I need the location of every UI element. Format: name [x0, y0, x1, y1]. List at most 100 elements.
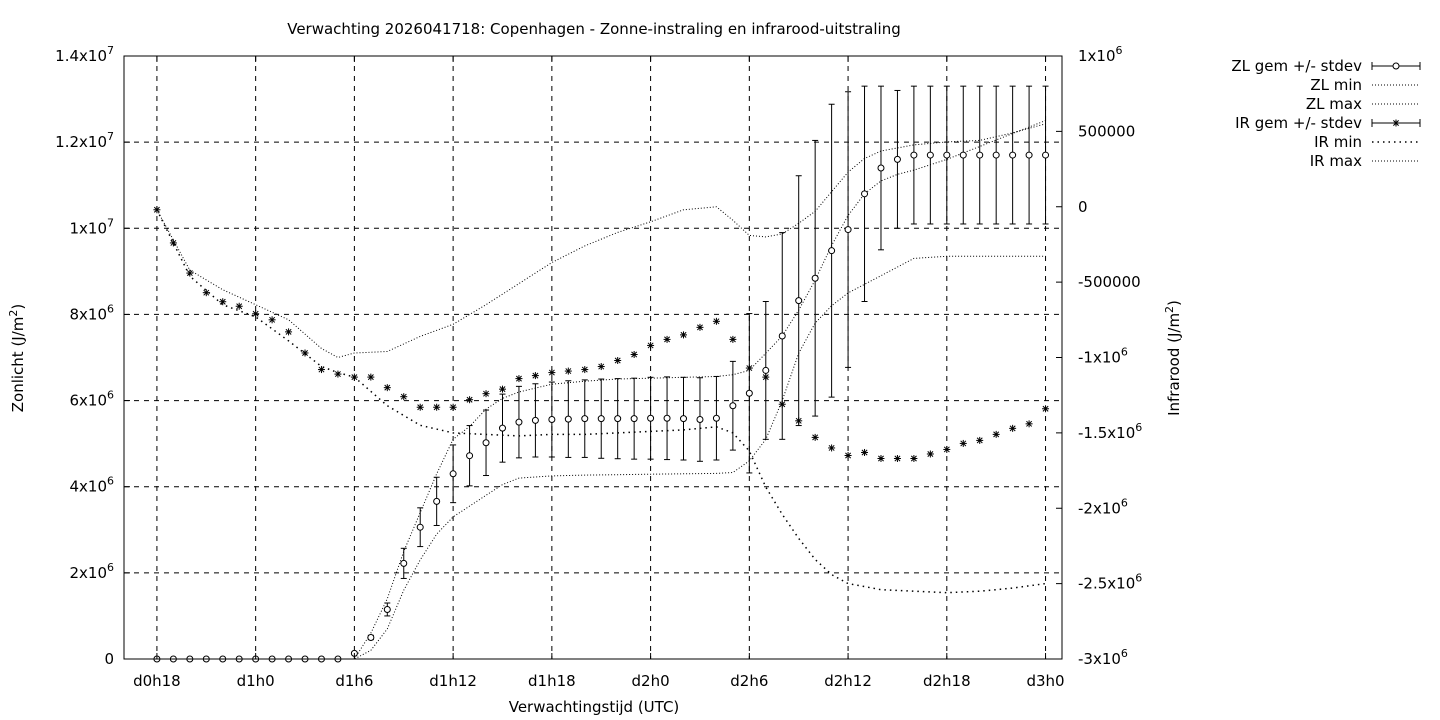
data-point-circle: [976, 151, 984, 159]
data-point-circle: [959, 151, 967, 159]
data-point-star: [729, 335, 737, 343]
data-point-circle: [811, 274, 819, 282]
x-tick-label: d1h12: [429, 672, 477, 690]
x-tick-label: d2h18: [923, 672, 971, 690]
data-point-circle: [647, 414, 655, 422]
data-point-star: [433, 403, 441, 411]
data-point-circle: [367, 633, 375, 641]
data-point-star: [466, 396, 474, 404]
data-point-circle: [498, 424, 506, 432]
data-point-star: [844, 451, 852, 459]
data-point-star: [861, 448, 869, 456]
data-point-star: [910, 455, 918, 463]
x-tick-label: d2h12: [824, 672, 872, 690]
y-axis-label: Zonlicht (J/m2): [7, 304, 27, 413]
data-point-star: [893, 455, 901, 463]
data-point-circle: [1042, 151, 1050, 159]
data-point-star: [696, 323, 704, 331]
data-point-circle: [680, 415, 688, 423]
data-point-star: [1025, 420, 1033, 428]
data-point-circle: [581, 415, 589, 423]
data-point-star: [680, 331, 688, 339]
data-point-circle: [762, 366, 770, 374]
y2-tick-label: -2.5x106: [1078, 572, 1142, 593]
y-tick-label: 1x107: [69, 216, 114, 237]
y2-axis: 1x106 500000 0 -500000 -1x106 -1.5x106 -2x106 -…: [1056, 44, 1142, 668]
series-ir-mean: [153, 206, 1050, 463]
data-point-circle: [515, 418, 523, 426]
y-tick-label: 0: [104, 650, 114, 668]
data-point-circle: [696, 416, 704, 424]
data-point-circle: [861, 190, 869, 198]
x-tick-label: d3h0: [1026, 672, 1064, 690]
data-point-star: [1042, 405, 1050, 413]
x-tick-label: d2h6: [730, 672, 768, 690]
data-point-circle: [449, 470, 457, 478]
data-point-star: [400, 393, 408, 401]
data-point-star: [317, 366, 325, 374]
data-point-circle: [926, 151, 934, 159]
x-tick-label: d1h18: [528, 672, 576, 690]
data-point-star: [301, 349, 309, 357]
legend-label: IR min: [1314, 133, 1362, 151]
series-zl-mean: [153, 85, 1050, 663]
series-line: [156, 255, 1046, 660]
data-point-circle: [433, 497, 441, 505]
data-point-star: [350, 373, 358, 381]
data-point-circle: [778, 332, 786, 340]
data-point-star: [531, 372, 539, 380]
data-point-circle: [400, 559, 408, 567]
y-tick-label: 1.2x107: [55, 130, 114, 151]
data-point-star: [202, 289, 210, 297]
data-point-star: [235, 302, 243, 310]
data-point-circle: [910, 151, 918, 159]
data-point-star: [153, 206, 161, 214]
data-point-circle: [482, 439, 490, 447]
legend-label: IR gem +/- stdev: [1235, 114, 1362, 132]
data-point-star: [219, 298, 227, 306]
legend-label: ZL max: [1306, 95, 1362, 113]
data-point-circle: [416, 523, 424, 531]
legend-label: ZL gem +/- stdev: [1231, 57, 1362, 75]
data-point-circle: [893, 155, 901, 163]
x-tick-label: d0h18: [133, 672, 181, 690]
data-point-circle: [597, 415, 605, 423]
data-point-star: [992, 430, 1000, 438]
data-point-star: [548, 369, 556, 377]
data-point-circle: [663, 414, 671, 422]
data-point-star: [498, 385, 506, 393]
data-point-star: [976, 436, 984, 444]
y-tick-label: 1.4x107: [55, 44, 114, 65]
data-point-circle: [531, 416, 539, 424]
data-point-star: [334, 370, 342, 378]
data-point-star: [581, 366, 589, 374]
data-point-circle: [844, 226, 852, 234]
x-tick-label: d1h0: [237, 672, 275, 690]
data-point-circle: [745, 389, 753, 397]
data-point-circle: [877, 164, 885, 172]
series-ir-max: [156, 123, 1046, 359]
data-point-star: [630, 350, 638, 358]
data-point-star: [515, 375, 523, 383]
x-axis-label: Verwachtingstijd (UTC): [509, 698, 680, 716]
data-point-star: [186, 269, 194, 277]
x-tick-label: d2h0: [632, 672, 670, 690]
y-tick-label: 4x106: [69, 475, 114, 496]
data-point-star: [828, 444, 836, 452]
x-axis: d0h18 d1h0 d1h6 d1h12 d1h18 d2h0 d2h6 d2h12 d2h1…: [133, 56, 1065, 690]
data-point-star: [416, 403, 424, 411]
series-zl-min: [156, 255, 1046, 660]
data-point-star: [383, 384, 391, 392]
data-point-star: [1009, 424, 1017, 432]
y2-tick-label: 500000: [1078, 122, 1135, 140]
data-point-star: [482, 390, 490, 398]
data-point-circle: [712, 414, 720, 422]
y2-tick-label: -3x106: [1078, 647, 1128, 668]
data-point-star: [1392, 119, 1400, 127]
data-point-star: [285, 328, 293, 336]
data-point-star: [367, 373, 375, 381]
legend-marker: [1392, 62, 1400, 70]
data-point-circle: [630, 415, 638, 423]
data-point-circle: [828, 247, 836, 255]
